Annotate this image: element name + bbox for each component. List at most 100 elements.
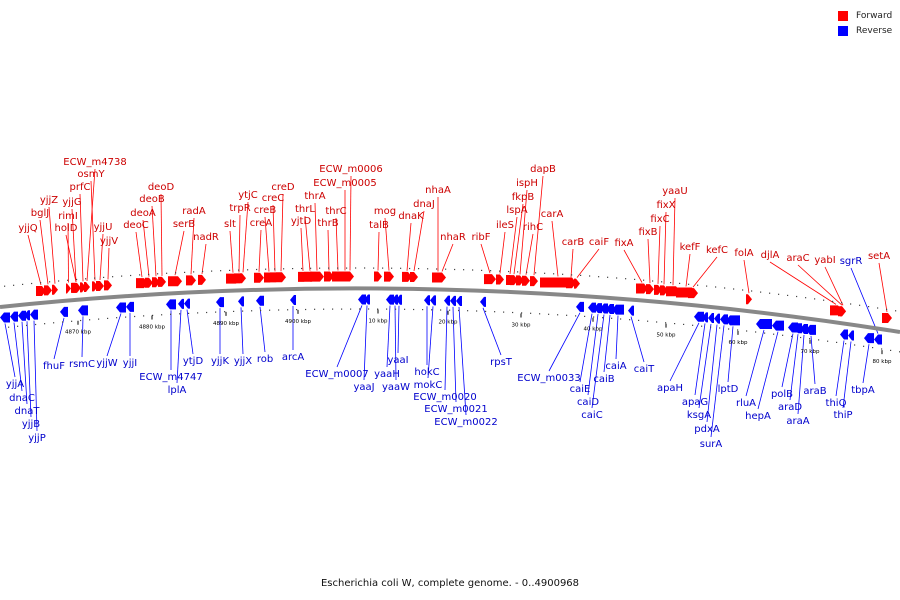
track-dot <box>143 315 145 317</box>
track-dot <box>755 331 757 333</box>
reverse-gene-yjjX <box>238 296 244 307</box>
gene-label-line <box>71 208 77 282</box>
gene-label-line <box>444 306 448 391</box>
gene-label-line <box>579 313 593 383</box>
forward-gene-ytjC <box>240 273 246 284</box>
gene-label-line <box>142 219 150 277</box>
gene-label-line <box>176 309 182 384</box>
gene-label-rsmC: rsmC <box>69 359 95 370</box>
track-dot <box>4 285 6 287</box>
axis-label: 4890 kbp <box>213 321 239 327</box>
track-dot <box>404 308 406 310</box>
gene-label-line <box>789 334 799 401</box>
gene-label-line <box>591 314 605 409</box>
gene-label-line <box>26 321 32 418</box>
track-dot <box>112 276 114 278</box>
track-dot <box>359 308 361 310</box>
gene-label-lspA: lspA <box>506 205 527 216</box>
gene-label-dnaJ: dnaJ <box>413 199 435 210</box>
gene-label-carA: carA <box>541 209 564 220</box>
gene-label-line <box>336 305 363 368</box>
track-dot <box>539 313 541 315</box>
reverse-gene-caiA <box>612 304 624 315</box>
gene-label-yjjI: yjjI <box>123 358 137 369</box>
track-dot <box>260 309 262 312</box>
reverse-gene-surA <box>720 314 728 325</box>
track-dot <box>454 268 456 271</box>
gene-label-line <box>551 220 559 277</box>
gene-label-line <box>190 217 195 275</box>
gene-label-line <box>377 231 380 271</box>
gene-label-fixB: fixB <box>638 227 657 238</box>
gene-label-line <box>672 197 676 286</box>
gene-label-line <box>79 193 84 282</box>
track-dot <box>773 333 775 335</box>
track-dot <box>31 282 33 285</box>
reverse-gene-yaaW <box>392 294 398 305</box>
gene-label-line <box>842 341 852 409</box>
forward-gene-creA <box>254 272 264 283</box>
track-dot <box>274 268 276 270</box>
track-dot <box>827 340 829 342</box>
track-dot <box>175 272 177 274</box>
reverse-gene-ECW_m0033 <box>576 301 584 312</box>
gene-label-caiD: caiD <box>577 397 599 408</box>
track-dot <box>13 284 15 286</box>
track-dot <box>791 335 793 337</box>
gene-label-caiC: caiC <box>581 410 602 421</box>
gene-label-line <box>304 215 311 271</box>
gene-label-fixA: fixA <box>614 238 633 249</box>
gene-label-caiA: caiA <box>605 361 626 372</box>
gene-label-nhaR: nhaR <box>440 232 466 243</box>
track-dot <box>80 319 82 322</box>
track-dot <box>490 270 492 272</box>
gene-label-line <box>27 234 42 286</box>
gene-label-line <box>397 305 400 354</box>
gene-label-line <box>90 180 96 281</box>
gene-label-line <box>314 202 318 271</box>
track-dot <box>224 311 226 313</box>
track-dot <box>854 344 856 346</box>
track-dot <box>323 308 325 310</box>
gene-label-line <box>335 217 339 271</box>
axis-label: 4880 kbp <box>139 325 165 331</box>
gene-label-radA: radA <box>182 206 206 217</box>
gene-label-line <box>39 219 49 285</box>
track-dot <box>733 288 735 290</box>
reverse-gene-ECW_m4747 <box>166 299 176 310</box>
gene-label-line <box>186 309 194 355</box>
track-dot <box>121 275 123 277</box>
track-dot <box>382 267 384 269</box>
track-dot <box>818 339 820 341</box>
forward-gene-radA <box>186 275 196 286</box>
gene-label-line <box>264 216 270 272</box>
track-dot <box>409 267 411 270</box>
reverse-gene-lplA <box>178 298 184 309</box>
gene-label-ECW_m0021: ECW_m0021 <box>424 404 487 415</box>
track-dot <box>697 284 699 286</box>
gene-label-polB: polB <box>771 389 793 400</box>
track-dot <box>350 308 352 310</box>
gene-label-mokC: mokC <box>414 380 443 391</box>
gene-label-yaaI: yaaI <box>387 355 408 366</box>
legend-reverse: Reverse <box>838 23 892 38</box>
track-dot <box>769 292 771 294</box>
reverse-gene-rpsT <box>480 296 486 307</box>
track-dot <box>476 310 478 312</box>
gene-label-line <box>669 322 700 382</box>
gene-label-ECW_m0006: ECW_m0006 <box>319 164 382 175</box>
track-dot <box>458 309 460 312</box>
track-dot <box>742 289 744 291</box>
track-dot <box>715 286 717 288</box>
gene-label-deoB: deoB <box>139 194 165 205</box>
forward-gene-dapB <box>530 276 538 287</box>
forward-gene-carB <box>566 278 576 289</box>
gene-label-hokC: hokC <box>414 367 439 378</box>
track-dot <box>278 309 280 311</box>
gene-arrows <box>0 271 892 345</box>
gene-label-line <box>694 323 706 396</box>
gene-label-line <box>240 307 244 355</box>
track-dot <box>647 320 649 322</box>
track-dot <box>247 269 249 271</box>
track-dot <box>422 309 424 311</box>
